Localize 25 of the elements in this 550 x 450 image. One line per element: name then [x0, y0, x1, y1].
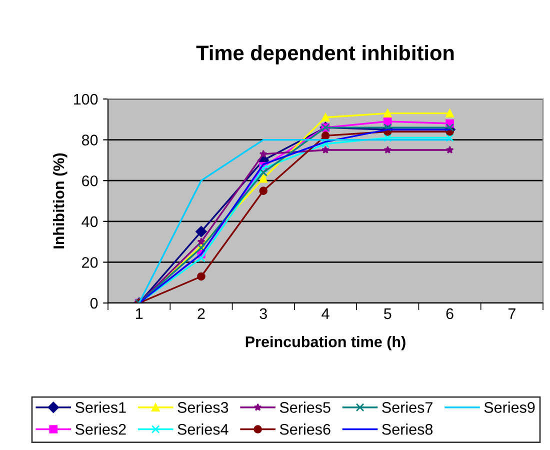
x-tick-label: 2 [198, 308, 205, 319]
y-tick-label: 60 [82, 175, 98, 186]
legend-label: Series1 [75, 402, 126, 413]
legend-label: Series3 [178, 402, 228, 413]
legend-label: Series5 [280, 402, 330, 413]
legend-label: Series4 [178, 424, 228, 435]
x-tick-label: 7 [508, 308, 516, 319]
y-tick-label: 0 [90, 298, 98, 309]
y-axis-title: Inhibition (%) [52, 153, 68, 248]
y-tick-label: 100 [74, 94, 98, 105]
legend-label: Series6 [280, 424, 330, 435]
x-tick-label: 1 [136, 308, 143, 319]
y-tick-label: 80 [82, 134, 98, 146]
legend-label: Series8 [382, 424, 433, 435]
legend-label: Series2 [75, 424, 126, 435]
chart-title: Time dependent inhibition [196, 45, 454, 64]
legend-label: Series9 [484, 402, 535, 413]
x-tick-label: 3 [260, 308, 267, 320]
x-tick-label: 5 [384, 308, 392, 320]
x-axis-title: Preincubation time (h) [246, 336, 406, 350]
legend-label: Series7 [382, 402, 432, 413]
x-tick-label: 4 [322, 308, 330, 319]
y-tick-label: 20 [82, 257, 98, 268]
x-tick-label: 6 [446, 308, 454, 320]
y-tick-label: 40 [82, 216, 98, 228]
